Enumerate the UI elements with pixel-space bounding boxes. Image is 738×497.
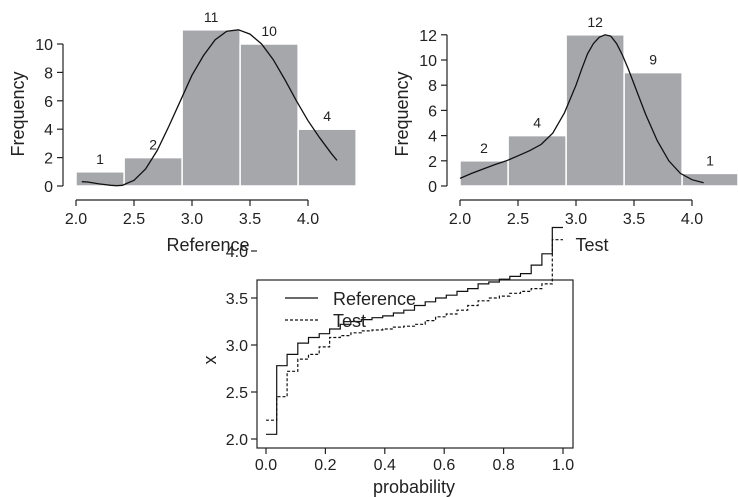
y-axis-label: x bbox=[200, 356, 220, 365]
x-tick-label: 3.5 bbox=[623, 211, 645, 228]
y-tick-label: 0 bbox=[428, 179, 437, 196]
histogram-0 bbox=[57, 29, 357, 206]
x-tick-label: 2.0 bbox=[65, 211, 87, 228]
y-tick-label: 0 bbox=[44, 179, 53, 196]
x-axis-label: Reference bbox=[166, 235, 249, 255]
x-tick-label: 0.2 bbox=[314, 457, 336, 474]
x-tick-label: 4.0 bbox=[297, 211, 319, 228]
test-step-line bbox=[266, 239, 563, 421]
y-axis-label: Frequency bbox=[8, 71, 28, 156]
histogram-bar bbox=[123, 156, 183, 187]
bar-count-label: 1 bbox=[706, 152, 714, 168]
bar-count-label: 9 bbox=[649, 52, 657, 68]
histogram-bar bbox=[297, 128, 357, 187]
y-tick-label: 4.0 bbox=[226, 244, 248, 261]
plot-frame bbox=[256, 279, 574, 449]
x-axis-label: probability bbox=[373, 477, 455, 497]
x-tick-label: 0.6 bbox=[433, 457, 455, 474]
x-tick-label: 2.5 bbox=[123, 211, 145, 228]
x-tick-label: 2.5 bbox=[507, 211, 529, 228]
x-tick-label: 3.0 bbox=[181, 211, 203, 228]
y-tick-label: 2.5 bbox=[226, 385, 248, 402]
y-tick-label: 8 bbox=[44, 65, 53, 82]
histogram-bar bbox=[239, 43, 299, 187]
x-tick-label: 3.0 bbox=[565, 211, 587, 228]
y-tick-label: 10 bbox=[35, 37, 53, 54]
quantile-plot bbox=[251, 226, 574, 454]
y-tick-label: 2 bbox=[428, 154, 437, 171]
y-tick-label: 8 bbox=[428, 78, 437, 95]
x-tick-label: 0.8 bbox=[492, 457, 514, 474]
legend-label: Test bbox=[333, 311, 366, 331]
y-tick-label: 6 bbox=[428, 103, 437, 120]
histogram-bar bbox=[459, 160, 509, 187]
histogram-bar bbox=[681, 172, 738, 187]
y-tick-label: 12 bbox=[419, 28, 437, 45]
x-tick-label: 1.0 bbox=[552, 457, 574, 474]
y-tick-label: 2 bbox=[44, 151, 53, 168]
bar-count-label: 2 bbox=[149, 137, 157, 153]
y-tick-label: 4 bbox=[44, 122, 53, 139]
y-tick-label: 4 bbox=[428, 129, 437, 146]
density-curve bbox=[459, 34, 704, 184]
bar-count-label: 2 bbox=[480, 140, 488, 156]
x-tick-label: 3.5 bbox=[239, 211, 261, 228]
y-tick-label: 2.0 bbox=[226, 432, 248, 449]
bar-count-label: 12 bbox=[587, 14, 603, 30]
bar-count-label: 10 bbox=[261, 23, 277, 39]
density-curve bbox=[81, 29, 338, 187]
histogram-bar bbox=[565, 34, 625, 187]
bar-count-label: 1 bbox=[96, 151, 104, 167]
x-axis-label: Test bbox=[575, 235, 608, 255]
x-tick-label: 0.4 bbox=[374, 457, 396, 474]
legend-label: Reference bbox=[333, 289, 416, 309]
y-tick-label: 6 bbox=[44, 94, 53, 111]
bar-count-label: 11 bbox=[204, 9, 219, 25]
y-tick-label: 3.0 bbox=[226, 338, 248, 355]
y-tick-label: 3.5 bbox=[226, 291, 248, 308]
histogram-1 bbox=[441, 34, 738, 206]
histogram-bar bbox=[507, 134, 567, 187]
x-tick-label: 4.0 bbox=[681, 211, 703, 228]
reference-step-line bbox=[266, 226, 563, 435]
y-axis-label: Frequency bbox=[392, 71, 412, 156]
histogram-bar bbox=[181, 29, 241, 187]
bar-count-label: 4 bbox=[533, 115, 541, 131]
x-tick-label: 2.0 bbox=[449, 211, 471, 228]
histogram-bar bbox=[623, 71, 683, 187]
bar-count-label: 4 bbox=[323, 108, 331, 124]
y-tick-label: 10 bbox=[419, 53, 437, 70]
x-tick-label: 0.0 bbox=[255, 457, 277, 474]
